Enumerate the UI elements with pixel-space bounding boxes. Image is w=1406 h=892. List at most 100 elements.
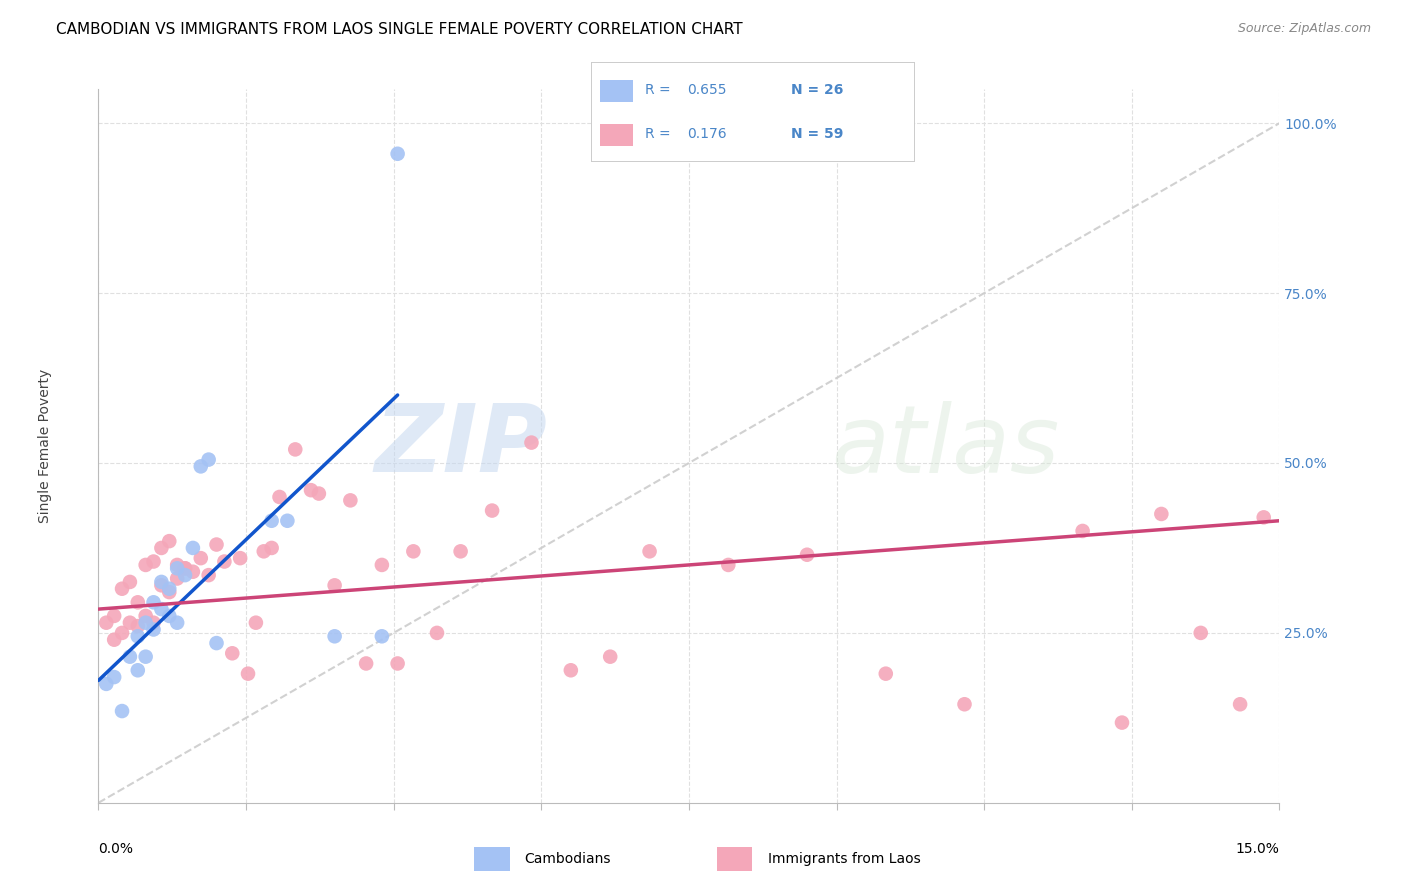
Point (717, 558, 740, 572)
Point (599, 649, 621, 664)
Text: R =: R = (645, 84, 671, 97)
Point (371, 629, 394, 643)
Text: 0.655: 0.655 (688, 84, 727, 97)
Point (323, 578, 346, 592)
Point (142, 555, 165, 569)
Point (174, 561, 197, 575)
Point (269, 490, 291, 504)
Point (103, 608, 125, 623)
Point (190, 459, 212, 474)
Point (142, 595, 165, 609)
Point (111, 626, 134, 640)
Point (1229, 698, 1251, 712)
Text: Single Female Poverty: Single Female Poverty (38, 369, 52, 523)
Point (1111, 715, 1133, 730)
Point (229, 551, 252, 566)
Point (260, 541, 283, 555)
Point (118, 649, 141, 664)
Text: CAMBODIAN VS IMMIGRANTS FROM LAOS SINGLE FEMALE POVERTY CORRELATION CHART: CAMBODIAN VS IMMIGRANTS FROM LAOS SINGLE… (56, 22, 742, 37)
Point (638, 544, 661, 558)
Point (166, 558, 188, 572)
Point (205, 537, 228, 551)
Point (221, 646, 243, 660)
Point (402, 544, 425, 558)
Point (481, 503, 503, 517)
Point (308, 486, 330, 500)
Point (166, 561, 188, 575)
Point (157, 582, 180, 596)
Point (284, 442, 307, 457)
Point (181, 565, 204, 579)
Point (150, 578, 173, 592)
Point (197, 452, 219, 467)
Point (157, 585, 180, 599)
Point (560, 663, 582, 677)
Point (96, 615, 118, 630)
Point (197, 568, 219, 582)
Point (103, 670, 125, 684)
Point (135, 615, 157, 630)
Point (245, 615, 267, 630)
Point (796, 548, 818, 562)
Bar (474, 847, 509, 871)
Text: atlas: atlas (831, 401, 1059, 491)
Point (1150, 507, 1173, 521)
Text: Immigrants from Laos: Immigrants from Laos (768, 852, 921, 865)
Text: N = 26: N = 26 (792, 84, 844, 97)
Point (157, 608, 180, 623)
Text: ZIP: ZIP (374, 400, 547, 492)
Point (150, 574, 173, 589)
Bar (717, 847, 752, 871)
Point (118, 574, 141, 589)
Point (1253, 510, 1275, 524)
Point (127, 619, 149, 633)
Point (260, 514, 283, 528)
Point (127, 663, 149, 677)
Point (135, 558, 157, 572)
Point (1189, 626, 1212, 640)
Point (875, 666, 897, 681)
Point (426, 626, 449, 640)
Text: R =: R = (645, 127, 671, 141)
Point (127, 629, 149, 643)
Point (387, 146, 409, 161)
Text: 0.0%: 0.0% (98, 842, 134, 856)
Point (150, 541, 173, 555)
Point (299, 483, 322, 498)
Point (96, 677, 118, 691)
Bar (600, 124, 633, 146)
Point (181, 541, 204, 555)
Point (253, 544, 276, 558)
Point (166, 572, 188, 586)
Text: 0.176: 0.176 (688, 127, 727, 141)
Point (174, 561, 197, 575)
Point (450, 544, 472, 558)
Point (205, 636, 228, 650)
Text: 15.0%: 15.0% (1236, 842, 1279, 856)
Point (127, 595, 149, 609)
Point (157, 534, 180, 549)
Point (276, 514, 298, 528)
Point (103, 632, 125, 647)
Point (190, 551, 212, 566)
Bar (600, 80, 633, 102)
Point (323, 629, 346, 643)
Point (166, 615, 188, 630)
Point (174, 568, 197, 582)
Point (142, 623, 165, 637)
Point (371, 558, 394, 572)
Point (339, 493, 361, 508)
Point (142, 615, 165, 630)
Point (1071, 524, 1094, 538)
Text: N = 59: N = 59 (792, 127, 844, 141)
Point (111, 582, 134, 596)
Point (953, 698, 976, 712)
Point (520, 435, 543, 450)
Point (111, 704, 134, 718)
Point (150, 602, 173, 616)
Point (236, 666, 259, 681)
Point (135, 608, 157, 623)
Text: Source: ZipAtlas.com: Source: ZipAtlas.com (1237, 22, 1371, 36)
Point (354, 657, 377, 671)
Text: Cambodians: Cambodians (524, 852, 612, 865)
